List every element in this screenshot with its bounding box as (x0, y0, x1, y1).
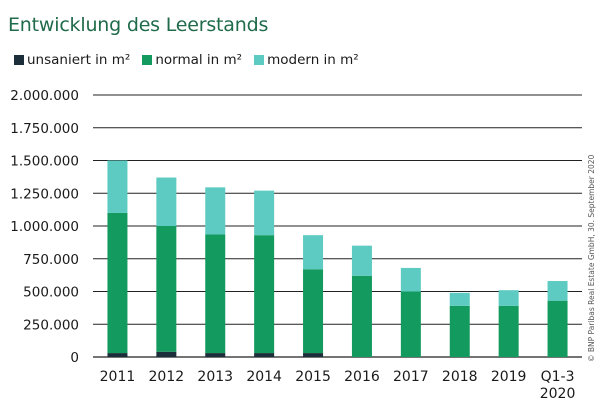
y-tick-label: 500.000 (23, 285, 79, 301)
y-tick-label: 1.750.000 (10, 121, 79, 137)
bar-segment-normal (351, 275, 372, 357)
bar-segment-normal (547, 300, 568, 357)
bar-segment-modern (547, 281, 568, 301)
legend-swatch-unsaniert (14, 55, 24, 65)
y-tick-label: 1.500.000 (10, 154, 79, 170)
bar-segment-normal (205, 234, 226, 354)
x-tick-label: 2015 (295, 369, 331, 385)
bar-segment-modern (400, 267, 421, 292)
legend-label-unsaniert: unsaniert in m² (27, 52, 131, 68)
legend-label-modern: modern in m² (267, 52, 359, 68)
chart-title: Entwicklung des Leerstands (8, 14, 269, 36)
x-tick-label: Q1-3 2020 (540, 369, 576, 402)
legend-item-normal: normal in m² (142, 52, 242, 68)
y-tick-label: 0 (70, 350, 79, 366)
legend-swatch-normal (142, 55, 153, 65)
bar-segment-modern (449, 292, 470, 306)
legend-item-unsaniert: unsaniert in m² (14, 52, 130, 68)
x-tick-label: 2013 (197, 369, 233, 385)
y-tick-label: 1.250.000 (10, 186, 79, 202)
y-tick-label: 1.000.000 (10, 219, 79, 235)
x-tick-label: 2019 (491, 369, 527, 385)
legend-label-normal: normal in m² (155, 52, 243, 68)
source-note: © BNP Paribas Real Estate GmbH, 30. Sept… (587, 154, 596, 362)
legend-swatch-modern (254, 55, 265, 65)
bar-segment-normal (498, 305, 519, 357)
x-tick-label: 2018 (442, 369, 478, 385)
bar-segment-modern (351, 245, 372, 276)
bar-segment-normal (254, 235, 275, 354)
bar-segment-normal (107, 212, 128, 354)
bar-segment-unsaniert (205, 353, 226, 357)
x-tick-label: 2017 (393, 369, 429, 385)
bar-segment-modern (303, 235, 324, 270)
y-tick-label: 250.000 (23, 317, 79, 333)
y-tick-label: 2.000.000 (10, 88, 79, 104)
bar-segment-modern (254, 190, 275, 236)
bar-segment-modern (205, 187, 226, 235)
bar-segment-unsaniert (254, 353, 275, 357)
y-tick-label: 750.000 (23, 252, 79, 268)
bar-segment-normal (156, 226, 177, 352)
bar-segment-normal (303, 269, 324, 354)
bar-segment-modern (156, 177, 177, 226)
bar-segment-unsaniert (156, 351, 177, 357)
x-tick-label: 2016 (344, 369, 380, 385)
legend-item-modern: modern in m² (254, 52, 359, 68)
bar-segment-modern (498, 290, 519, 306)
bar-segment-unsaniert (303, 353, 324, 357)
bar-segment-normal (400, 291, 421, 357)
x-tick-label: 2012 (149, 369, 185, 385)
bar-segment-normal (449, 305, 470, 357)
bar-segment-modern (107, 160, 128, 213)
x-tick-label: 2014 (246, 369, 282, 385)
x-tick-label: 2011 (100, 369, 136, 385)
legend: unsaniert in m² normal in m² modern in m… (14, 52, 371, 68)
bar-segment-unsaniert (107, 353, 128, 357)
